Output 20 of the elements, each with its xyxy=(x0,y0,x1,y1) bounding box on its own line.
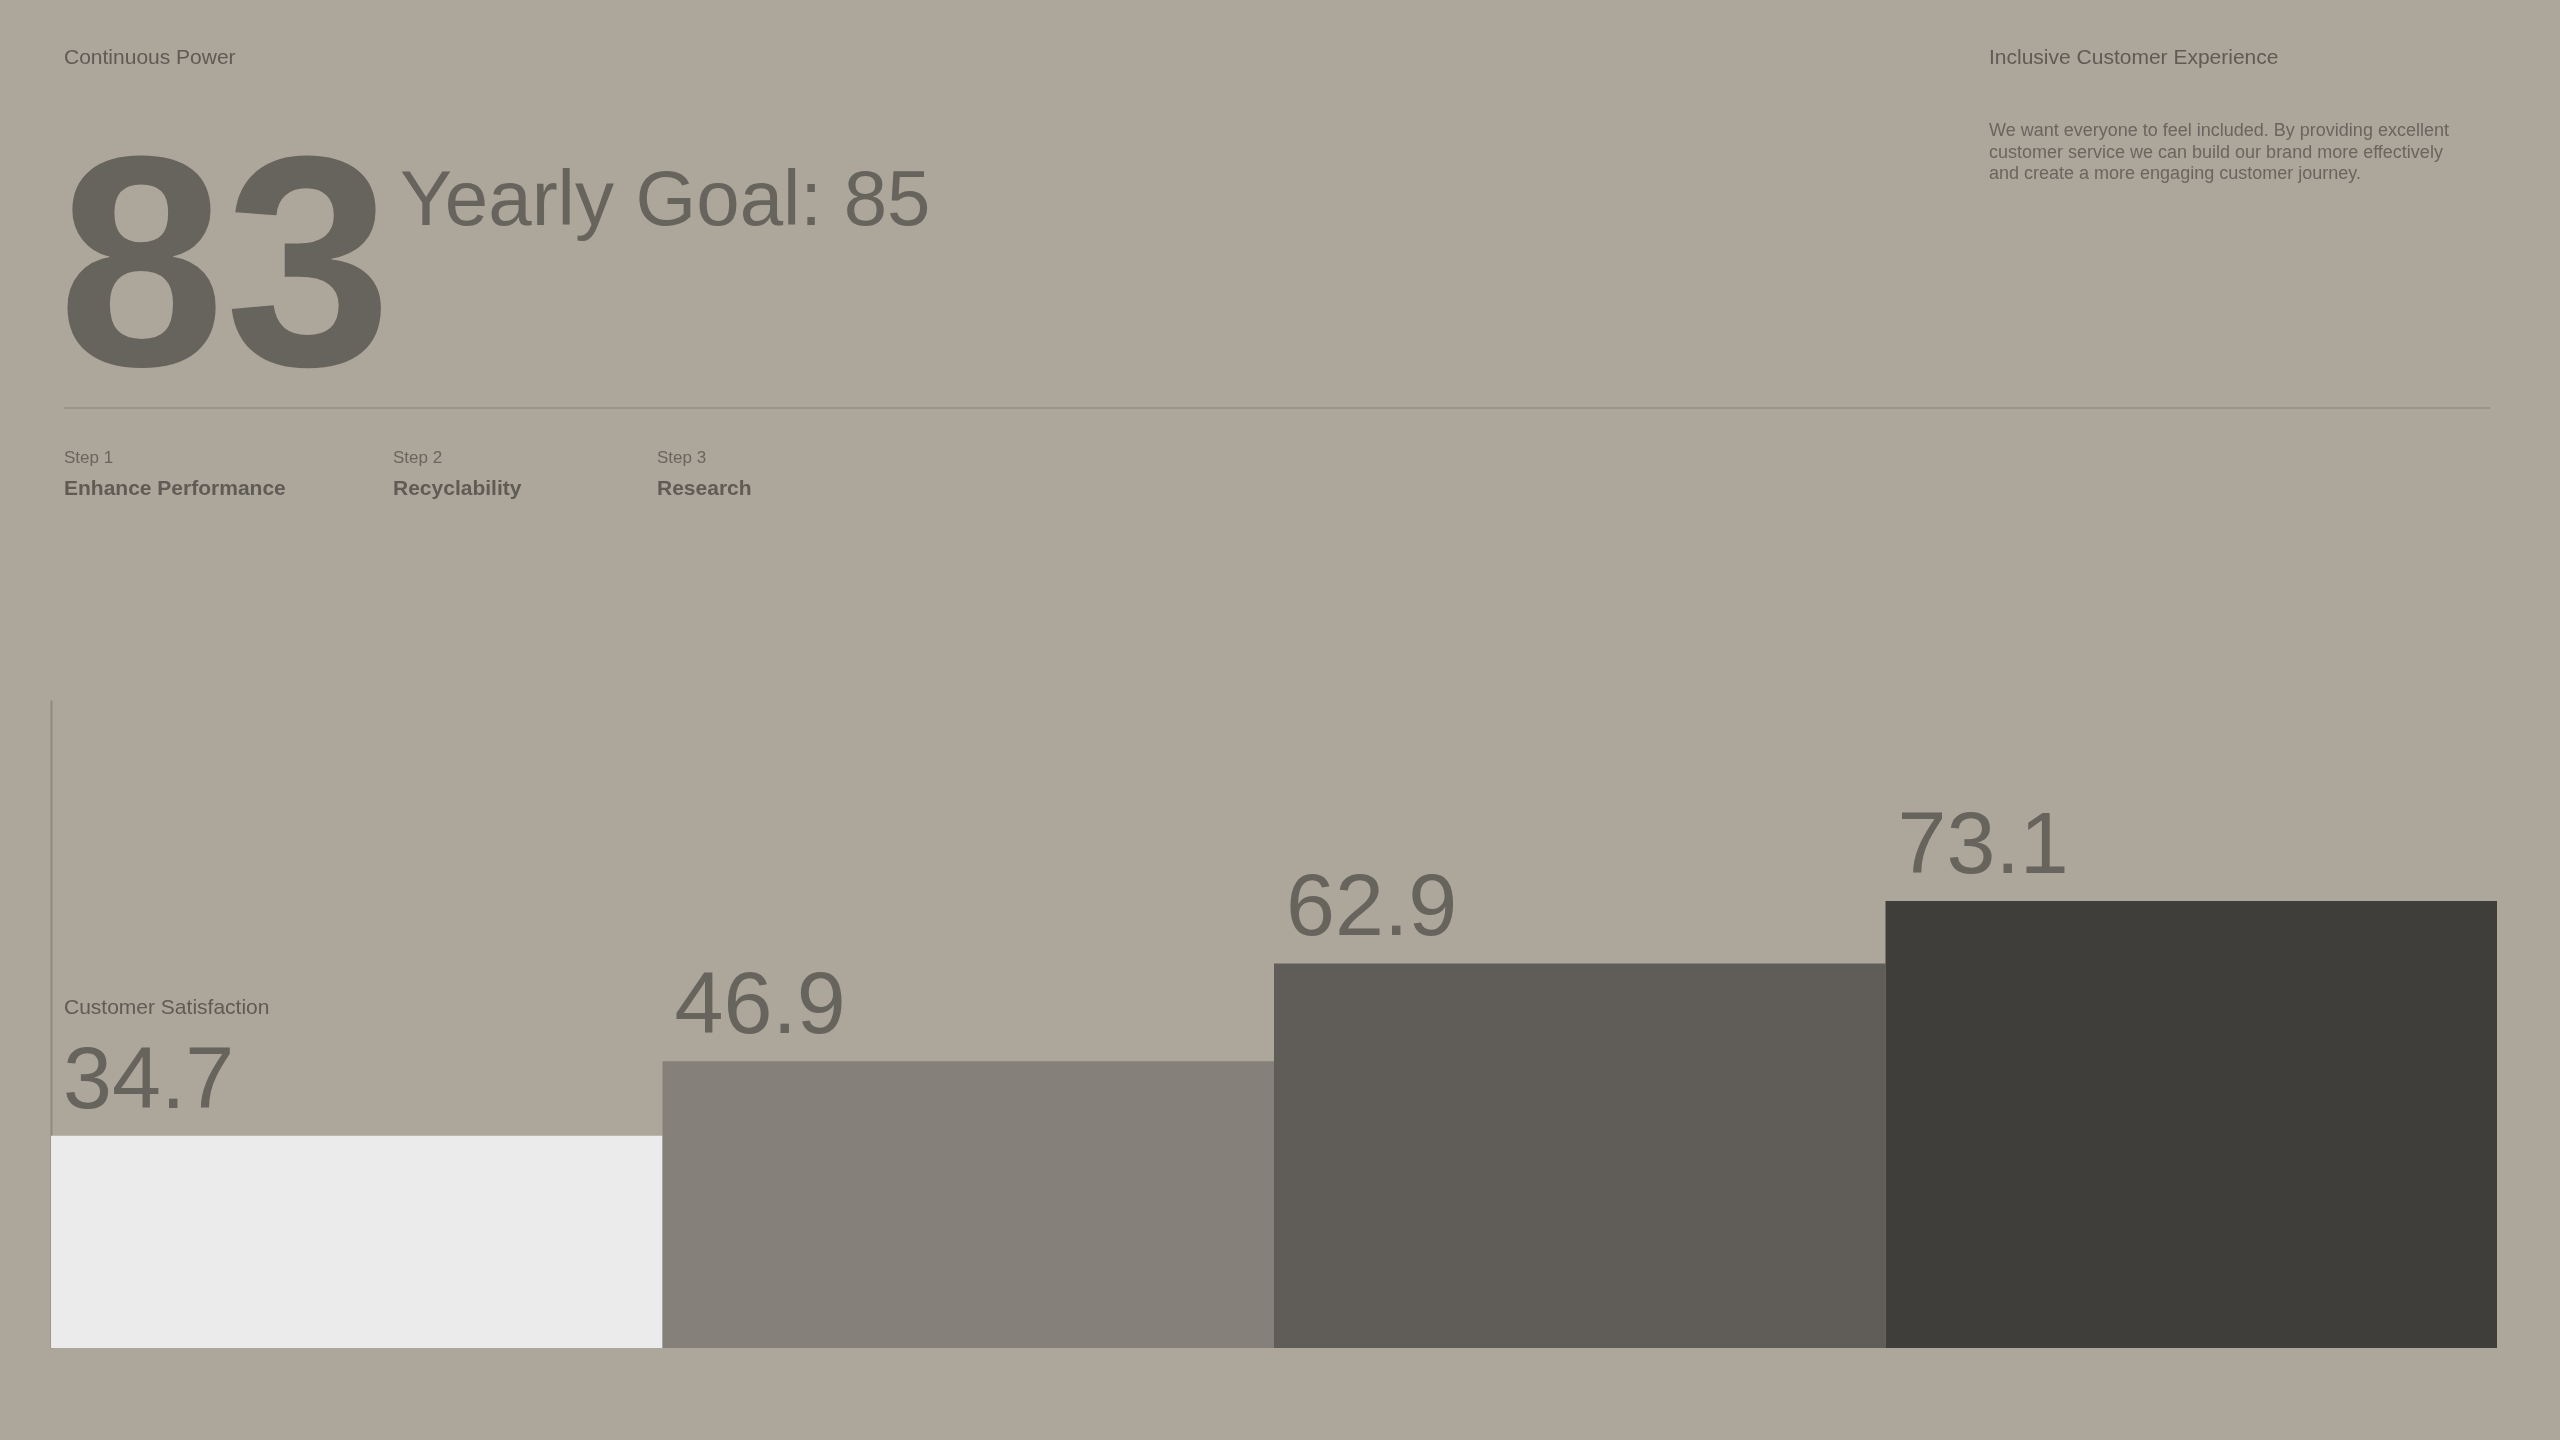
bar xyxy=(1885,901,2497,1348)
bar xyxy=(51,1135,663,1348)
data-label: 34.7 xyxy=(63,1027,235,1127)
text: 83 xyxy=(58,93,392,429)
data-label: 46.9 xyxy=(674,953,846,1053)
text: Enhance Performance xyxy=(64,476,286,499)
data-label: 73.1 xyxy=(1897,793,2069,893)
text: Recyclability xyxy=(393,476,522,499)
data-label: 62.9 xyxy=(1286,855,1458,955)
text: Yearly Goal: 85 xyxy=(400,154,931,242)
text: Step 2 xyxy=(393,448,443,467)
text: Step 3 xyxy=(657,448,707,467)
bar xyxy=(662,1061,1274,1348)
text: Step 1 xyxy=(64,448,114,467)
text: We want everyone to feel included. By providing excellent customer service we can build our brand more effectively and create a more engaging customer journey. xyxy=(1989,120,2449,184)
bar xyxy=(1274,963,1886,1348)
y-axis-title: Customer Satisfaction xyxy=(64,995,270,1018)
text: Research xyxy=(657,476,752,499)
chart-title: Continuous Power xyxy=(64,45,236,68)
text: Inclusive Customer Experience xyxy=(1989,45,2279,68)
